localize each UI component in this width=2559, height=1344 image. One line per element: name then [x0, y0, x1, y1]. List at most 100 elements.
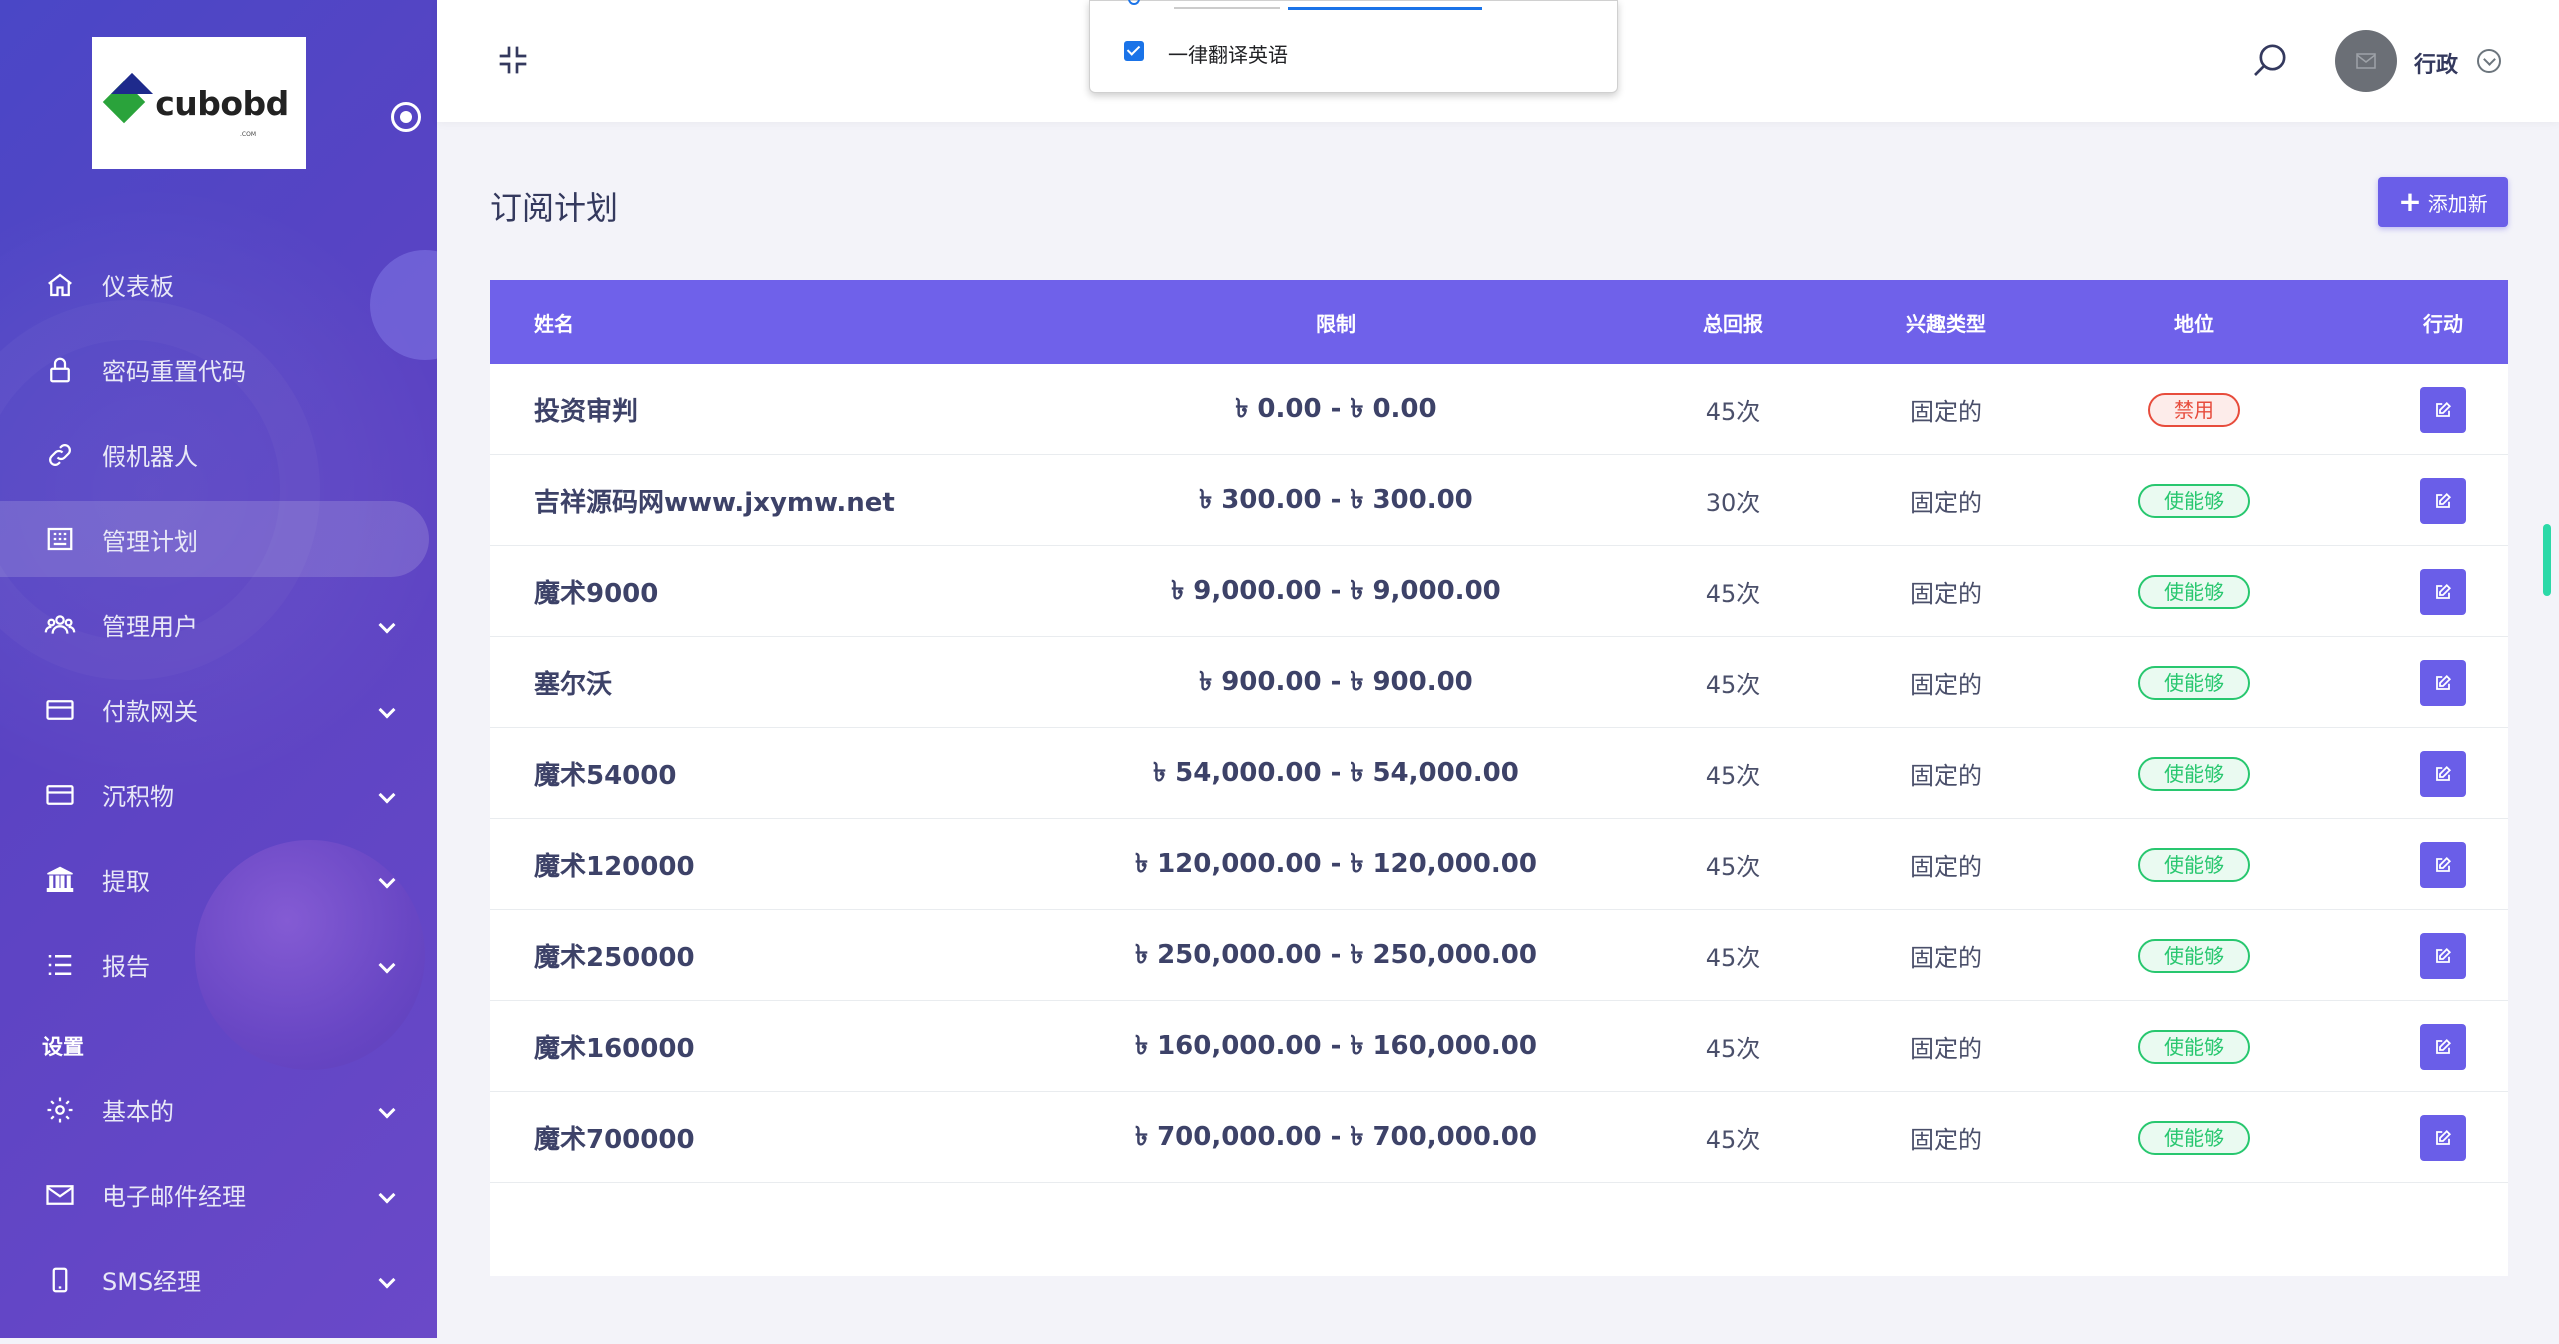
lock-icon — [44, 354, 76, 386]
sidebar-item-label: 沉积物 — [102, 783, 174, 811]
status-badge: 使能够 — [2138, 1029, 2250, 1064]
add-new-button[interactable]: + 添加新 — [2378, 177, 2508, 227]
user-name[interactable]: 行政 — [2414, 53, 2459, 78]
edit-button[interactable] — [2420, 841, 2466, 888]
action-cell — [2420, 364, 2466, 455]
status-badge: 禁用 — [2148, 392, 2240, 427]
status-cell: 使能够 — [2138, 910, 2250, 1001]
card-icon — [44, 779, 76, 811]
tab-underline-active — [1288, 7, 1482, 10]
edit-icon — [2436, 765, 2452, 781]
chevron-down-icon — [378, 1186, 396, 1203]
plan-return: 45次 — [1705, 580, 1761, 608]
plan-interest-type: 固定的 — [1910, 580, 1982, 608]
card-icon — [44, 694, 76, 726]
chevron-down-icon — [378, 616, 396, 633]
table-row: 魔术120000 ৳ 120,000.00 - ৳ 120,000.00 45次 固定… — [490, 819, 2508, 910]
bank-icon — [44, 864, 76, 896]
sidebar-menu: 仪表板 密码重置代码 假机器人 管理计划 管理用户 — [0, 242, 437, 1322]
fullscreen-exit-icon[interactable] — [497, 44, 529, 76]
logo-mark-icon — [102, 79, 151, 127]
edit-button[interactable] — [2420, 477, 2466, 524]
plan-name: 投资审判 — [534, 397, 639, 427]
radio-button[interactable] — [1128, 0, 1140, 5]
chevron-down-icon[interactable] — [2477, 49, 2501, 73]
table-row: 魔术54000 ৳ 54,000.00 - ৳ 54,000.00 45次 固定的 使能… — [490, 728, 2508, 819]
sidebar-item-dashboard[interactable]: 仪表板 — [0, 242, 437, 327]
column-header-name: 姓名 — [534, 311, 574, 336]
edit-button[interactable] — [2420, 932, 2466, 979]
status-cell: 使能够 — [2138, 637, 2250, 728]
plans-table-card: 姓名 限制 总回报 兴趣类型 地位 行动 投资审判 ৳ 0.00 - ৳ 0.00… — [490, 280, 2508, 1276]
always-translate-label[interactable]: 一律翻译英语 — [1168, 43, 1288, 67]
status-cell: 使能够 — [2138, 1092, 2250, 1183]
edit-button[interactable] — [2420, 1023, 2466, 1070]
sidebar-item-manage-plans[interactable]: 管理计划 — [0, 501, 429, 577]
sidebar-item-sms-manager[interactable]: SMS经理 — [0, 1237, 437, 1322]
table-row: 吉祥源码网www.jxymw.net ৳ 300.00 - ৳ 300.00 30次… — [490, 455, 2508, 546]
status-badge: 使能够 — [2138, 1120, 2250, 1155]
edit-button[interactable] — [2420, 568, 2466, 615]
sidebar-item-label: 基本的 — [102, 1098, 174, 1126]
column-header-action: 行动 — [2423, 311, 2463, 336]
action-cell — [2420, 637, 2466, 728]
status-cell: 使能够 — [2138, 455, 2250, 546]
sidebar-item-label: 电子邮件经理 — [102, 1183, 246, 1211]
plan-interest-type: 固定的 — [1910, 398, 1982, 426]
sidebar-item-label: 付款网关 — [102, 698, 198, 726]
edit-button[interactable] — [2420, 659, 2466, 706]
plan-return: 45次 — [1705, 1035, 1761, 1063]
action-cell — [2420, 910, 2466, 1001]
edit-icon — [2436, 856, 2452, 872]
edit-button[interactable] — [2420, 386, 2466, 433]
table-row: 魔术9000 ৳ 9,000.00 - ৳ 9,000.00 45次 固定的 使能够 — [490, 546, 2508, 637]
plus-icon: + — [2398, 185, 2422, 218]
plan-interest-type: 固定的 — [1910, 1035, 1982, 1063]
table-row: 魔术250000 ৳ 250,000.00 - ৳ 250,000.00 45次 固定… — [490, 910, 2508, 1001]
sidebar-item-basic-settings[interactable]: 基本的 — [0, 1067, 437, 1152]
edit-button[interactable] — [2420, 1114, 2466, 1161]
sidebar-item-email-manager[interactable]: 电子邮件经理 — [0, 1152, 437, 1237]
sidebar-item-deposits[interactable]: 沉积物 — [0, 752, 437, 837]
sidebar-item-label: SMS经理 — [102, 1268, 202, 1296]
plan-return: 45次 — [1705, 1126, 1761, 1154]
edit-icon — [2436, 583, 2452, 599]
plan-name: 魔术160000 — [534, 1034, 695, 1064]
sidebar-item-payment-gateways[interactable]: 付款网关 — [0, 667, 437, 752]
sidebar-item-fake-bots[interactable]: 假机器人 — [0, 412, 437, 497]
edit-icon — [2436, 401, 2452, 417]
status-cell: 使能够 — [2138, 728, 2250, 819]
edit-icon — [2436, 492, 2452, 508]
edit-icon — [2436, 947, 2452, 963]
plan-return: 45次 — [1705, 671, 1761, 699]
edit-button[interactable] — [2420, 750, 2466, 797]
sidebar-item-manage-users[interactable]: 管理用户 — [0, 582, 437, 667]
plan-name: 魔术54000 — [534, 761, 677, 791]
status-cell: 使能够 — [2138, 819, 2250, 910]
plan-return: 45次 — [1705, 398, 1761, 426]
action-cell — [2420, 1001, 2466, 1092]
table-row: 投资审判 ৳ 0.00 - ৳ 0.00 45次 固定的 禁用 — [490, 364, 2508, 455]
sidebar-toggle-button[interactable] — [391, 102, 421, 132]
scrollbar[interactable] — [2543, 524, 2551, 596]
plan-name: 魔术9000 — [534, 579, 659, 609]
sidebar-item-reports[interactable]: 报告 — [0, 922, 437, 1007]
sidebar-item-withdrawals[interactable]: 提取 — [0, 837, 437, 922]
plan-limit: ৳ 9,000.00 - ৳ 9,000.00 — [1171, 575, 1501, 606]
sidebar-item-password-reset[interactable]: 密码重置代码 — [0, 327, 437, 412]
always-translate-checkbox[interactable] — [1124, 41, 1144, 61]
status-badge: 使能够 — [2138, 483, 2250, 518]
action-cell — [2420, 1092, 2466, 1183]
sidebar-item-label: 管理计划 — [102, 527, 198, 556]
search-icon[interactable] — [2250, 40, 2290, 80]
avatar[interactable] — [2335, 30, 2397, 92]
chevron-down-icon — [378, 956, 396, 973]
plan-interest-type: 固定的 — [1910, 762, 1982, 790]
logo[interactable]: cubobd .COM — [92, 37, 306, 169]
plan-interest-type: 固定的 — [1910, 853, 1982, 881]
table-row: 塞尔沃 ৳ 900.00 - ৳ 900.00 45次 固定的 使能够 — [490, 637, 2508, 728]
table-row: 魔术160000 ৳ 160,000.00 - ৳ 160,000.00 45次 固定… — [490, 1001, 2508, 1092]
chevron-down-icon — [378, 871, 396, 888]
link-icon — [44, 439, 76, 471]
action-cell — [2420, 728, 2466, 819]
